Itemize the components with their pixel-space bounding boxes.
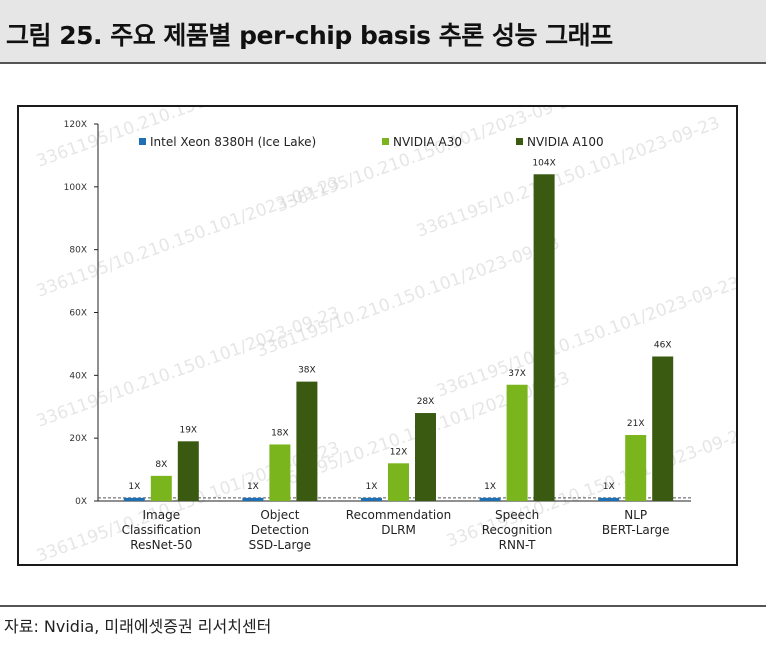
bar-value-label: 1X: [128, 482, 140, 492]
bar: [150, 475, 172, 501]
bar-value-label: 19X: [179, 425, 197, 435]
y-tick-label: 80X: [69, 246, 87, 256]
source-note: 자료: Nvidia, 미래에셋증권 리서치센터: [4, 617, 272, 636]
x-category-label: Recommendation: [346, 508, 451, 522]
x-category-label: Detection: [251, 523, 309, 537]
y-tick-label: 0X: [75, 497, 87, 507]
bar: [361, 497, 382, 501]
x-category-label: Classification: [122, 523, 201, 537]
y-tick-label: 40X: [69, 371, 87, 381]
bar-value-label: 1X: [247, 482, 259, 492]
bar: [506, 384, 528, 501]
x-category-label: Recognition: [482, 523, 553, 537]
legend-swatch: [516, 138, 523, 145]
bar: [598, 497, 620, 501]
y-tick-label: 60X: [69, 309, 87, 319]
bar: [652, 356, 674, 501]
bar: [533, 174, 555, 501]
bar-chart: 3361195/10.210.150.101/2023-09-233361195…: [34, 107, 736, 564]
title-bar: 그림 25. 주요 제품별 per-chip basis 추론 성능 그래프: [0, 0, 766, 64]
bar-value-label: 18X: [271, 428, 289, 438]
bar-value-label: 8X: [155, 460, 167, 470]
x-category-label: BERT-Large: [602, 523, 670, 537]
bar-value-label: 1X: [484, 482, 496, 492]
x-category-label: SSD-Large: [249, 538, 312, 552]
bar-value-label: 37X: [508, 369, 526, 379]
y-tick-label: 120X: [64, 120, 87, 130]
bar: [123, 497, 145, 501]
bar-value-label: 1X: [366, 482, 378, 492]
legend-label: NVIDIA A100: [527, 135, 604, 149]
bar: [296, 381, 318, 501]
x-category-label: RNN-T: [499, 538, 537, 552]
watermark-text: 3361195/10.210.150.101/2023-09-23: [254, 233, 563, 362]
legend-label: NVIDIA A30: [393, 135, 462, 149]
legend-label: Intel Xeon 8380H (Ice Lake): [150, 135, 316, 149]
bar: [177, 441, 199, 501]
bar-value-label: 46X: [654, 340, 672, 350]
bar: [415, 413, 436, 501]
bar-value-label: 28X: [417, 397, 435, 407]
legend-swatch: [139, 138, 146, 145]
x-category-label: ResNet-50: [130, 538, 192, 552]
x-category-label: Speech: [495, 508, 539, 522]
bar-value-label: 104X: [532, 158, 555, 168]
x-category-label: Image: [143, 508, 181, 522]
y-tick-label: 100X: [64, 183, 87, 193]
x-category-label: Object: [260, 508, 299, 522]
chart-frame: 3361195/10.210.150.101/2023-09-23 3361195…: [17, 105, 738, 566]
bar-value-label: 38X: [298, 366, 316, 376]
bar: [625, 435, 647, 501]
bar: [269, 444, 291, 501]
legend-swatch: [382, 138, 389, 145]
bar: [242, 497, 264, 501]
bar: [479, 497, 501, 501]
x-category-label: NLP: [624, 508, 647, 522]
bar-value-label: 21X: [627, 419, 645, 429]
watermark-text: 3361195/10.210.150.101/2023-09-23: [34, 303, 343, 432]
page-title: 그림 25. 주요 제품별 per-chip basis 추론 성능 그래프: [6, 21, 613, 50]
bar-value-label: 1X: [603, 482, 615, 492]
bottom-rule: [0, 605, 766, 607]
y-tick-label: 20X: [69, 434, 87, 444]
bar: [388, 463, 409, 501]
x-category-label: DLRM: [381, 523, 416, 537]
watermark-text: 3361195/10.210.150.101/2023-09-23: [434, 273, 736, 402]
bar-value-label: 12X: [390, 447, 408, 457]
